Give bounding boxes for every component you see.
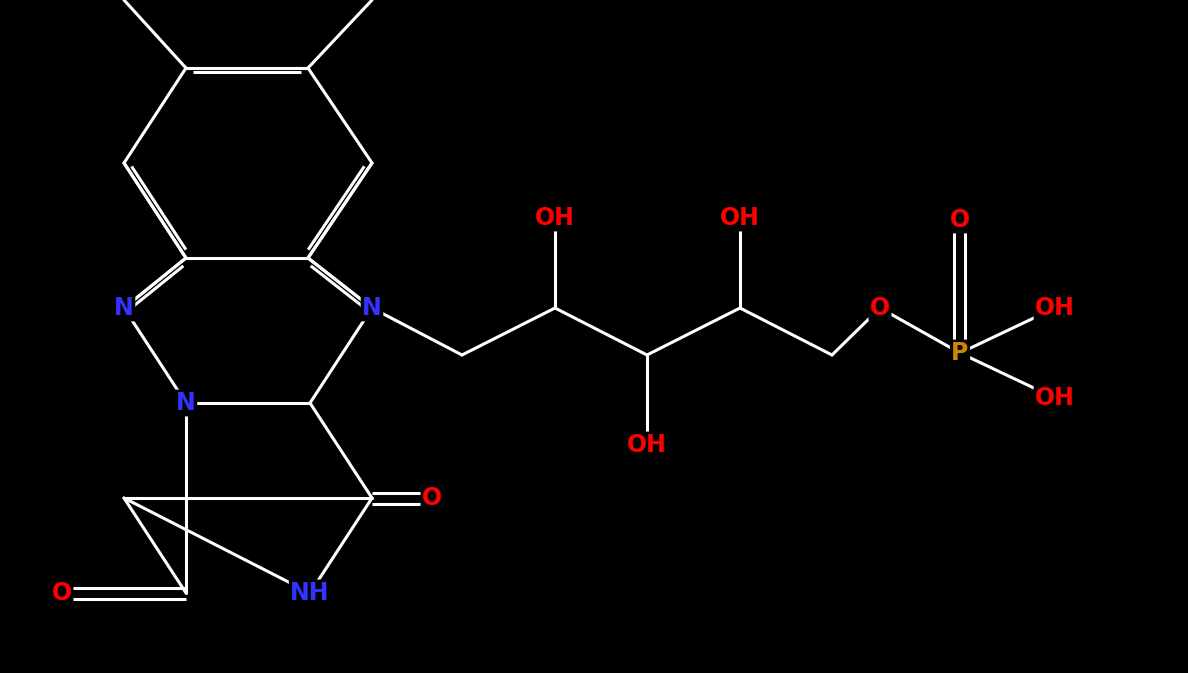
Text: O: O: [52, 581, 72, 605]
Text: OH: OH: [1035, 386, 1075, 410]
Text: OH: OH: [535, 206, 575, 230]
Text: N: N: [176, 391, 196, 415]
Text: O: O: [950, 208, 971, 232]
Text: OH: OH: [1035, 296, 1075, 320]
Text: OH: OH: [720, 206, 760, 230]
Text: N: N: [362, 296, 381, 320]
Text: O: O: [870, 296, 890, 320]
Text: OH: OH: [627, 433, 666, 457]
Text: P: P: [952, 341, 968, 365]
Text: O: O: [422, 486, 442, 510]
Text: N: N: [114, 296, 134, 320]
Text: NH: NH: [290, 581, 330, 605]
